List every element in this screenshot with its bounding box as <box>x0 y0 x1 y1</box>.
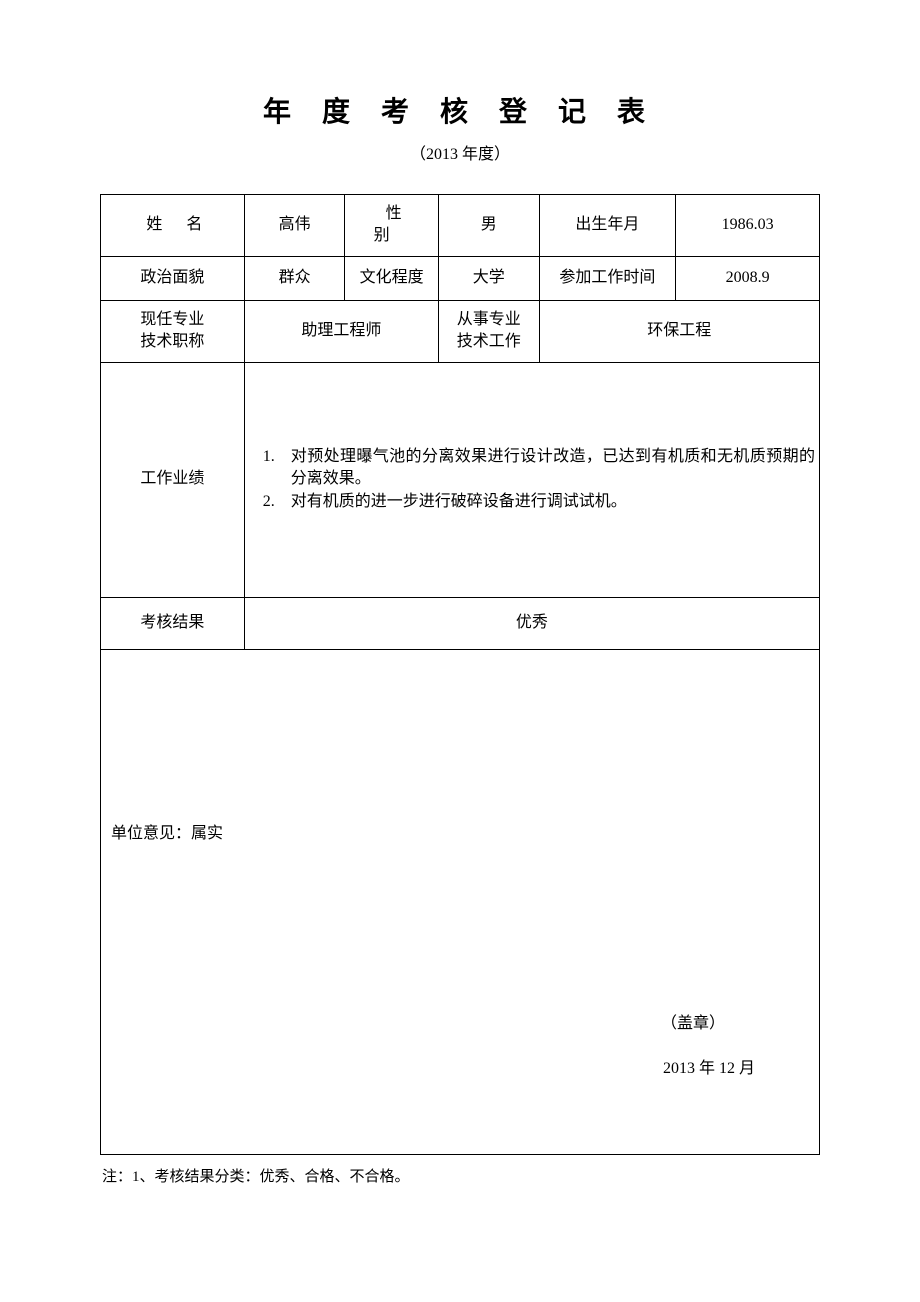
field-value: 环保工程 <box>539 300 819 362</box>
table-row: 考核结果 优秀 <box>101 597 820 649</box>
result-label: 考核结果 <box>101 597 245 649</box>
work-label: 工作业绩 <box>101 362 245 597</box>
footnote: 注：1、考核结果分类：优秀、合格、不合格。 <box>100 1165 820 1186</box>
page-title: 年 度 考 核 登 记 表 <box>100 90 820 130</box>
title-label: 现任专业技术职称 <box>101 300 245 362</box>
field-label: 从事专业技术工作 <box>438 300 539 362</box>
workdate-value: 2008.9 <box>676 256 820 300</box>
table-row: 工作业绩 对预处理曝气池的分离效果进行设计改造，已达到有机质和无机质预期的分离效… <box>101 362 820 597</box>
opinion-date: 2013 年 12 月 <box>663 1058 755 1080</box>
work-achievements: 对预处理曝气池的分离效果进行设计改造，已达到有机质和无机质预期的分离效果。 对有… <box>244 362 819 597</box>
gender-label: 性别 <box>345 195 438 257</box>
table-row: 单位意见：属实 （盖章） 2013 年 12 月 <box>101 649 820 1154</box>
result-value: 优秀 <box>244 597 819 649</box>
table-row: 政治面貌 群众 文化程度 大学 参加工作时间 2008.9 <box>101 256 820 300</box>
workdate-label: 参加工作时间 <box>539 256 676 300</box>
name-label: 姓名 <box>101 195 245 257</box>
table-row: 姓名 高伟 性别 男 出生年月 1986.03 <box>101 195 820 257</box>
birth-value: 1986.03 <box>676 195 820 257</box>
gender-value: 男 <box>438 195 539 257</box>
work-item: 对有机质的进一步进行破碎设备进行调试试机。 <box>279 491 815 513</box>
page-subtitle: （2013 年度） <box>100 140 820 164</box>
education-label: 文化程度 <box>345 256 438 300</box>
political-label: 政治面貌 <box>101 256 245 300</box>
table-row: 现任专业技术职称 助理工程师 从事专业技术工作 环保工程 <box>101 300 820 362</box>
name-value: 高伟 <box>244 195 345 257</box>
unit-opinion-cell: 单位意见：属实 （盖章） 2013 年 12 月 <box>101 649 820 1154</box>
political-value: 群众 <box>244 256 345 300</box>
education-value: 大学 <box>438 256 539 300</box>
birth-label: 出生年月 <box>539 195 676 257</box>
work-item: 对预处理曝气池的分离效果进行设计改造，已达到有机质和无机质预期的分离效果。 <box>279 446 815 491</box>
title-value: 助理工程师 <box>244 300 438 362</box>
opinion-text: 单位意见：属实 <box>111 823 223 845</box>
stamp-placeholder: （盖章） <box>661 1013 725 1035</box>
assessment-form-table: 姓名 高伟 性别 男 出生年月 1986.03 政治面貌 群众 文化程度 大学 … <box>100 194 820 1155</box>
